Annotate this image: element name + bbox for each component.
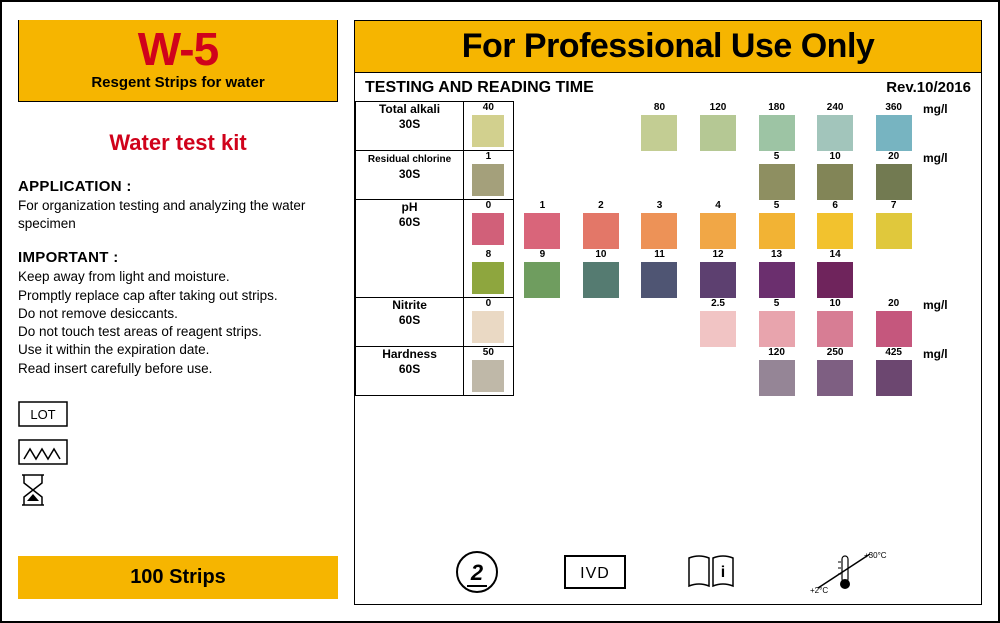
swatch-cell [513, 151, 572, 200]
swatch-cell [864, 249, 923, 298]
swatch-cell [689, 151, 748, 200]
first-swatch: 0 [464, 298, 514, 347]
manual-icon: i [682, 550, 744, 594]
swatch-cell: 9 [513, 249, 572, 298]
chart-header: TESTING AND READING TIME Rev.10/2016 [355, 73, 981, 101]
svg-text:2: 2 [470, 560, 484, 585]
swatch-cell [630, 347, 689, 396]
svg-text:+2°C: +2°C [810, 586, 828, 595]
first-swatch: 0 [464, 200, 514, 249]
swatch-cell: 360 [864, 102, 923, 151]
disposal-icon: 2 [446, 550, 508, 594]
important-text: Keep away from light and moisture. Promp… [18, 268, 338, 377]
svg-text:i: i [721, 564, 725, 581]
swatch-cell [572, 298, 631, 347]
swatch-cell: 250 [806, 347, 865, 396]
swatch-cell [572, 102, 631, 151]
product-code-banner: W-5 Resgent Strips for water [18, 20, 338, 102]
unit-label [923, 249, 973, 298]
swatch-cell: 180 [747, 102, 806, 151]
row-label: Nitrite60S [356, 298, 464, 347]
swatch-cell [572, 347, 631, 396]
revision: Rev.10/2016 [886, 79, 971, 96]
swatch-cell: 20 [864, 151, 923, 200]
professional-banner: For Professional Use Only [355, 21, 981, 73]
swatch-cell: 10 [572, 249, 631, 298]
unit-label: mg/l [923, 151, 973, 200]
ivd-icon: IVD [564, 550, 626, 594]
chart-row: Nitrite60S0 2.551020mg/l [356, 298, 973, 347]
swatch-cell: 3 [630, 200, 689, 249]
first-swatch: 1 [464, 151, 514, 200]
unit-label [923, 200, 973, 249]
row-label: Hardness60S [356, 347, 464, 396]
first-swatch: 8 [464, 249, 514, 298]
swatch-cell [513, 298, 572, 347]
product-code-sub: Resgent Strips for water [19, 74, 337, 91]
temperature-icon: +2°C +30°C [800, 550, 890, 594]
row-label [356, 249, 464, 298]
row-label: pH60S [356, 200, 464, 249]
swatch-cell: 240 [806, 102, 865, 151]
chart-row: Total alkali30S40 80120180240360mg/l [356, 102, 973, 151]
row-label: Total alkali30S [356, 102, 464, 151]
swatch-cell: 11 [630, 249, 689, 298]
swatch-cell [630, 151, 689, 200]
chart-row: pH60S01234567 [356, 200, 973, 249]
swatch-cell: 1 [513, 200, 572, 249]
svg-text:IVD: IVD [580, 565, 610, 582]
left-column: W-5 Resgent Strips for water Water test … [18, 20, 338, 605]
first-swatch: 50 [464, 347, 514, 396]
swatch-cell: 20 [864, 298, 923, 347]
application-text: For organization testing and analyzing t… [18, 197, 338, 233]
bottom-icon-row: 2 IVD i +2°C +30°C [355, 550, 981, 594]
unit-label: mg/l [923, 102, 973, 151]
unit-label: mg/l [923, 298, 973, 347]
row-label: Residual chlorine30S [356, 151, 464, 200]
expiry-icon [18, 476, 338, 504]
right-column: For Professional Use Only TESTING AND RE… [354, 20, 982, 605]
swatch-cell: 5 [747, 298, 806, 347]
manufacture-date-icon [18, 438, 338, 466]
swatch-cell [572, 151, 631, 200]
kit-title: Water test kit [18, 130, 338, 156]
color-chart: Total alkali30S4080120180240360mg/lResid… [355, 101, 981, 396]
first-swatch: 40 [464, 102, 514, 151]
swatch-cell: 13 [747, 249, 806, 298]
unit-label: mg/l [923, 347, 973, 396]
svg-text:+30°C: +30°C [864, 551, 887, 560]
swatch-cell: 5 [747, 151, 806, 200]
swatch-cell: 80 [630, 102, 689, 151]
swatch-cell [513, 102, 572, 151]
swatch-cell: 4 [689, 200, 748, 249]
chart-title: TESTING AND READING TIME [365, 79, 594, 97]
swatch-cell: 425 [864, 347, 923, 396]
swatch-cell: 120 [747, 347, 806, 396]
swatch-cell: 2 [572, 200, 631, 249]
swatch-cell: 5 [747, 200, 806, 249]
swatch-cell: 2.5 [689, 298, 748, 347]
strips-count-banner: 100 Strips [18, 556, 338, 599]
swatch-cell [630, 298, 689, 347]
application-heading: APPLICATION : [18, 178, 338, 195]
swatch-cell: 120 [689, 102, 748, 151]
chart-row: 891011121314 [356, 249, 973, 298]
chart-row: Hardness60S50 120250425mg/l [356, 347, 973, 396]
swatch-cell: 10 [806, 151, 865, 200]
product-code: W-5 [19, 26, 337, 72]
lot-icon: LOT [18, 400, 338, 428]
swatch-cell [513, 347, 572, 396]
side-icons: LOT [18, 400, 338, 504]
swatch-cell [689, 347, 748, 396]
svg-text:LOT: LOT [30, 407, 55, 422]
swatch-cell: 7 [864, 200, 923, 249]
swatch-cell: 12 [689, 249, 748, 298]
important-heading: IMPORTANT : [18, 249, 338, 266]
chart-table: Total alkali30S4080120180240360mg/lResid… [355, 101, 973, 396]
swatch-cell: 14 [806, 249, 865, 298]
swatch-cell: 6 [806, 200, 865, 249]
chart-row: Residual chlorine30S1 51020mg/l [356, 151, 973, 200]
swatch-cell: 10 [806, 298, 865, 347]
label-page: W-5 Resgent Strips for water Water test … [0, 0, 1000, 623]
